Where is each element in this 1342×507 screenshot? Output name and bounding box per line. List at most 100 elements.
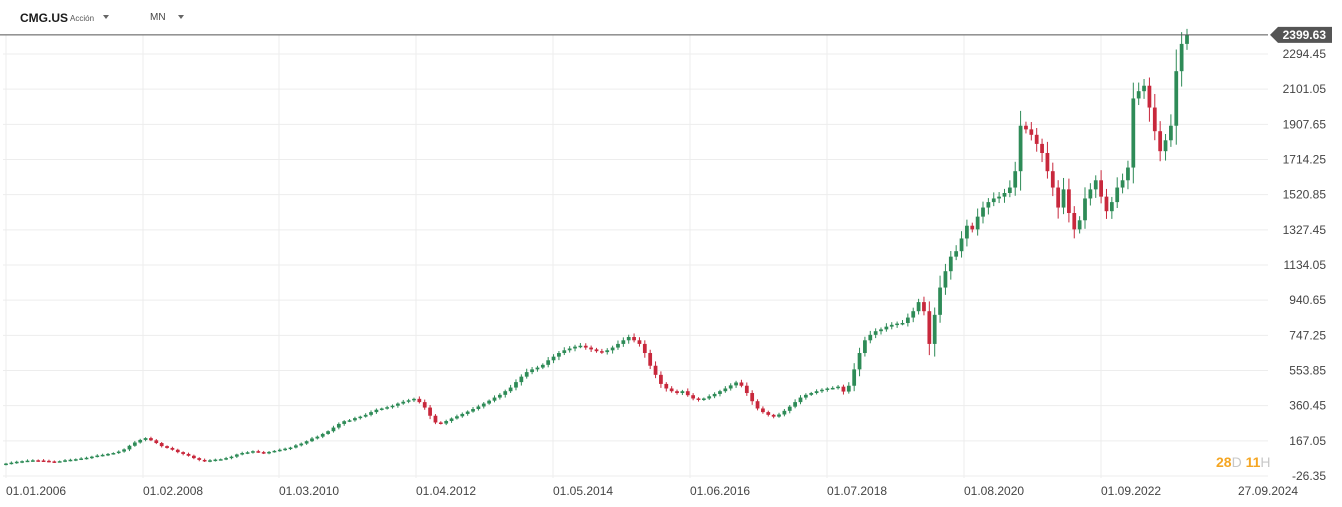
candle-body: [1152, 107, 1157, 132]
x-tick-label: 01.06.2016: [690, 484, 750, 498]
candle-body: [1056, 187, 1061, 208]
candle-body: [385, 407, 390, 409]
candle-body: [1083, 198, 1087, 221]
candle-body: [36, 460, 41, 462]
candle-body: [605, 350, 610, 353]
candle-body: [863, 340, 867, 354]
candle-body: [358, 416, 363, 419]
x-tick-label: 01.08.2020: [964, 484, 1024, 498]
countdown-hours-unit: H: [1260, 454, 1271, 470]
candle-body: [519, 376, 524, 383]
candle-body: [836, 386, 840, 389]
candle-body: [991, 198, 996, 203]
candle-body: [304, 441, 309, 444]
candle-body: [514, 382, 518, 388]
candle-body: [63, 460, 67, 462]
candle-body: [959, 238, 964, 252]
candle-body: [927, 311, 932, 344]
candle-body: [798, 397, 803, 403]
candle-body: [852, 369, 857, 386]
candle-body: [750, 393, 755, 402]
candle-body: [787, 406, 792, 411]
candle-body: [165, 446, 169, 448]
candle-body: [256, 451, 261, 453]
candle-body: [637, 340, 642, 344]
candle-body: [245, 452, 250, 454]
candle-body: [616, 343, 620, 348]
candle-body: [331, 427, 336, 432]
candle-body: [492, 397, 497, 401]
candle-body: [294, 445, 298, 448]
candle-body: [712, 393, 717, 397]
candle-body: [1142, 85, 1146, 92]
candle-body: [481, 403, 486, 407]
candle-body: [1013, 171, 1018, 188]
candle-body: [669, 388, 674, 392]
candle-body: [916, 302, 921, 312]
symbol-dropdown-chevron-icon[interactable]: [103, 15, 109, 19]
candle-body: [149, 438, 153, 441]
candle-body: [127, 445, 132, 450]
candle-body: [84, 457, 89, 460]
symbol-selector[interactable]: CMG.US: [20, 11, 68, 25]
candle-body: [213, 459, 218, 462]
candle-body: [73, 459, 78, 461]
candle-body: [1136, 91, 1141, 99]
countdown-days-unit: D: [1231, 454, 1242, 470]
candle-body: [1024, 125, 1028, 130]
candle-body: [911, 311, 916, 318]
candle-body: [599, 351, 604, 353]
candle-body: [530, 369, 534, 373]
candle-body: [444, 421, 449, 424]
candle-body: [975, 216, 980, 230]
candle-body: [1169, 125, 1173, 141]
timeframe-selector[interactable]: MN: [150, 12, 166, 23]
candle-body: [675, 391, 679, 394]
candle-body: [267, 451, 271, 454]
candle-body: [369, 412, 373, 415]
candle-body: [626, 337, 631, 341]
candle-body: [680, 391, 685, 394]
candle-body: [948, 256, 953, 272]
candle-body: [1018, 125, 1023, 172]
candle-body: [578, 345, 583, 348]
candle-body: [342, 421, 347, 424]
candle-body: [965, 225, 969, 239]
candle-body: [755, 401, 760, 409]
candle-body: [224, 458, 228, 460]
candle-body: [744, 385, 749, 394]
candle-body: [1034, 134, 1039, 144]
candle-body: [1045, 152, 1050, 172]
candle-body: [1007, 187, 1012, 194]
candle-body: [390, 405, 395, 408]
candle-body: [594, 349, 599, 352]
candle-body: [873, 331, 878, 335]
candle-body: [997, 196, 1001, 199]
candle-body: [803, 394, 808, 398]
candle-body: [186, 453, 191, 456]
candle-body: [761, 408, 765, 413]
candle-body: [455, 416, 459, 419]
candle-body: [417, 398, 422, 403]
candle-body: [111, 453, 116, 455]
x-tick-label: 01.07.2018: [827, 484, 887, 498]
candle-body: [159, 443, 164, 447]
candle-body: [825, 388, 830, 390]
candle-body: [820, 389, 824, 392]
candle-body: [905, 317, 910, 324]
countdown-hours-value: 11: [1245, 454, 1261, 470]
candle-body: [610, 347, 615, 351]
x-tick-label: 27.09.2024: [1238, 484, 1298, 498]
x-tick-label: 01.04.2012: [416, 484, 476, 498]
candle-body: [218, 459, 223, 461]
candle-body: [685, 391, 690, 396]
candle-body: [1029, 129, 1034, 135]
timeframe-dropdown-chevron-icon[interactable]: [178, 15, 184, 19]
candle-body: [718, 391, 722, 394]
candle-body: [659, 374, 663, 384]
y-tick-label: 1714.25: [1283, 153, 1327, 167]
candle-body: [535, 367, 540, 370]
candle-body: [1099, 180, 1103, 197]
candle-body: [175, 449, 180, 453]
